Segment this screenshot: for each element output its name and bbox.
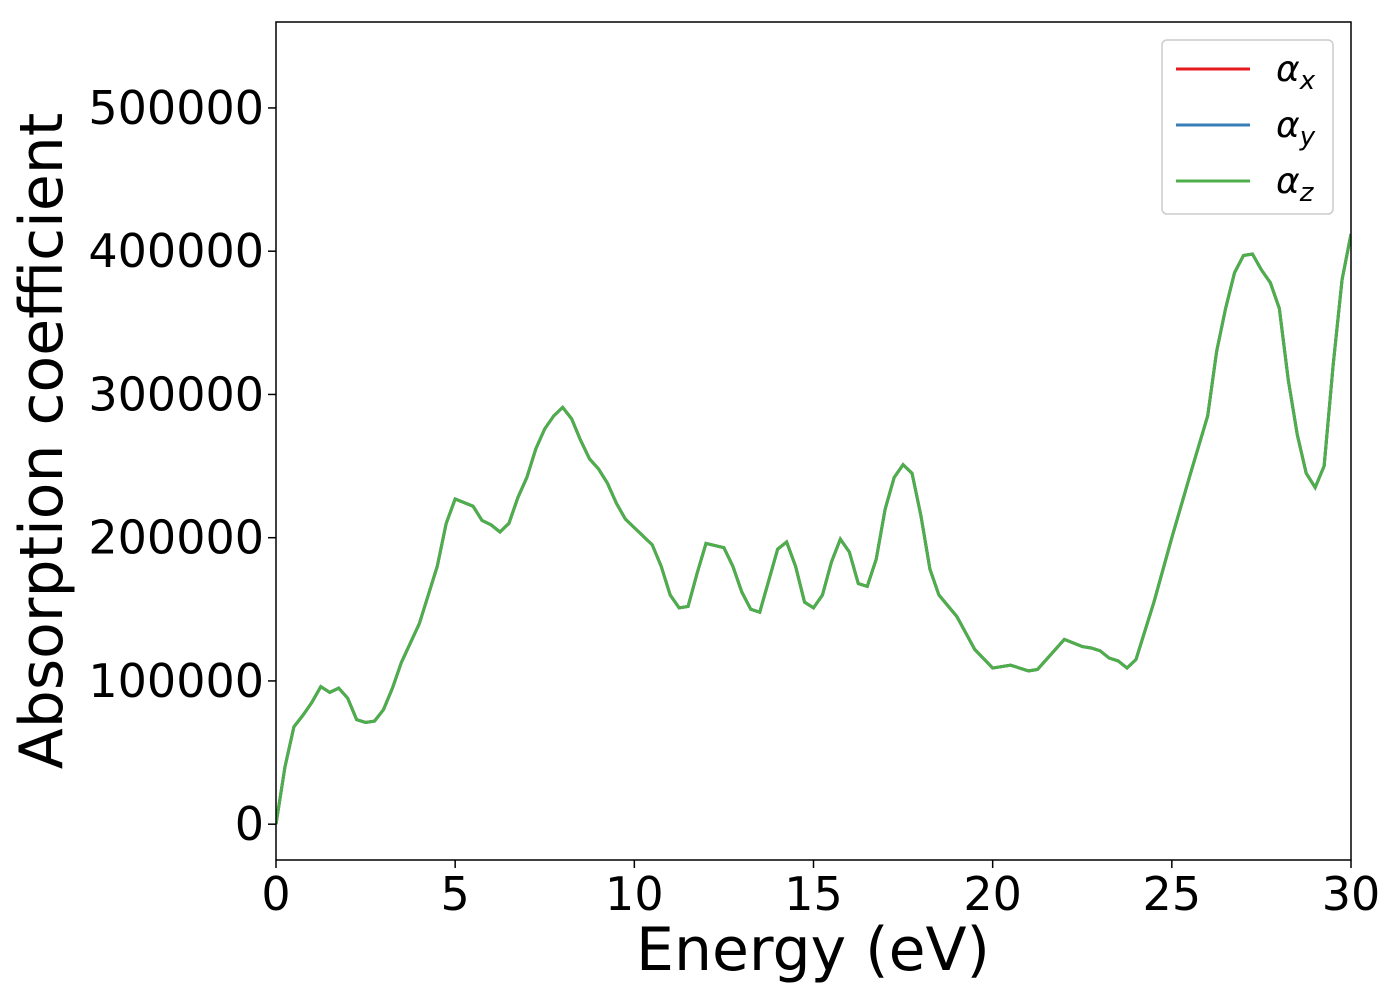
y-axis-label: Absorption coefficient: [7, 113, 77, 770]
legend-box: [1161, 39, 1334, 215]
y-tick-label: 100000: [88, 654, 264, 708]
plot-frame: [275, 21, 1352, 861]
x-tick-label: 25: [1143, 867, 1202, 921]
y-tick-label: 0: [235, 797, 264, 851]
x-tick-label: 15: [784, 867, 843, 921]
x-tick-label: 5: [441, 867, 470, 921]
x-axis-label: Energy (eV): [636, 915, 990, 985]
y-tick-label: 300000: [88, 367, 264, 421]
x-tick-label: 10: [605, 867, 664, 921]
y-tick-label: 400000: [88, 224, 264, 278]
x-tick-label: 30: [1322, 867, 1381, 921]
y-tick-label: 500000: [88, 81, 264, 135]
series-line: [276, 233, 1351, 825]
x-tick-label: 20: [963, 867, 1022, 921]
series-line: [276, 233, 1351, 825]
legend-label: αz: [1276, 161, 1315, 208]
series-line: [276, 233, 1351, 825]
y-tick-label: 200000: [88, 511, 264, 565]
x-tick-label: 0: [261, 867, 290, 921]
